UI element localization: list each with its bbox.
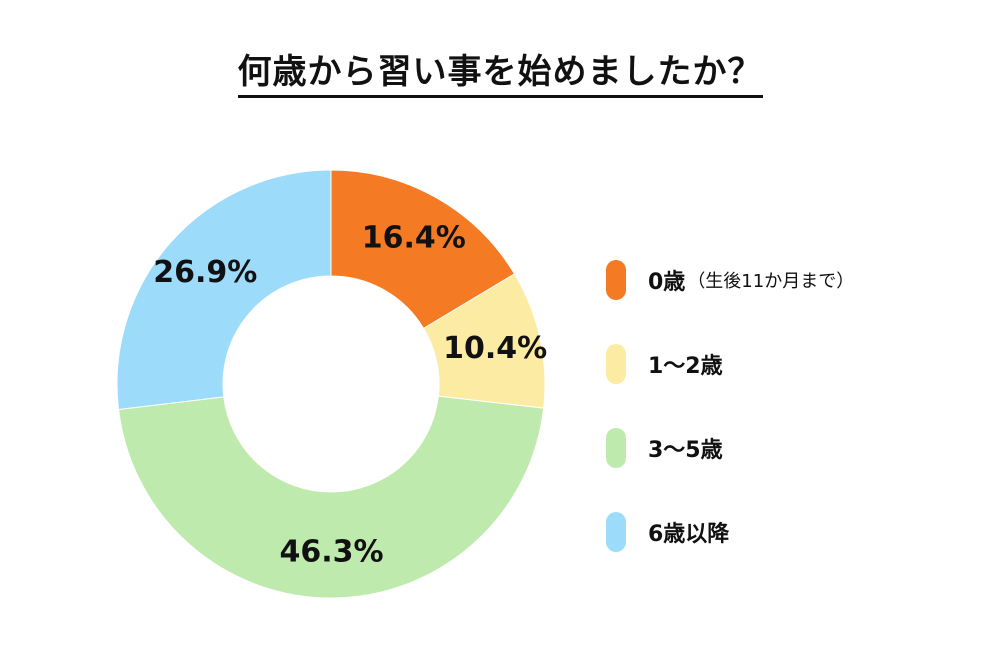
- legend-item-age-0: 0歳 （生後11か月まで）: [606, 258, 854, 302]
- legend-swatch: [606, 512, 626, 552]
- legend-label: 3〜5歳: [648, 438, 723, 463]
- slice-label-age-0: 16.4%: [362, 220, 466, 255]
- slice-age-0: [330, 169, 516, 330]
- legend-swatch: [606, 428, 626, 468]
- legend-swatch: [606, 344, 626, 384]
- slice-label-age-3-5: 46.3%: [279, 534, 383, 569]
- chart-legend: 0歳 （生後11か月まで） 1〜2歳 3〜5歳 6歳以降: [606, 258, 854, 594]
- slice-age-3-5: [117, 395, 545, 599]
- slice-label-age-1-2: 10.4%: [443, 331, 547, 366]
- legend-item-age-6-plus: 6歳以降: [606, 510, 854, 554]
- legend-label: 6歳以降: [648, 522, 730, 547]
- chart-title: 何歳から習い事を始めましたか？: [0, 44, 1000, 98]
- slice-age-6-plus: [116, 169, 332, 411]
- legend-item-age-1-2: 1〜2歳: [606, 342, 854, 386]
- legend-label: 0歳: [648, 270, 686, 295]
- legend-label: 1〜2歳: [648, 354, 723, 379]
- legend-item-age-3-5: 3〜5歳: [606, 426, 854, 470]
- legend-swatch: [606, 260, 626, 300]
- legend-note: （生後11か月まで）: [687, 271, 855, 292]
- slice-label-age-6-plus: 26.9%: [153, 255, 257, 290]
